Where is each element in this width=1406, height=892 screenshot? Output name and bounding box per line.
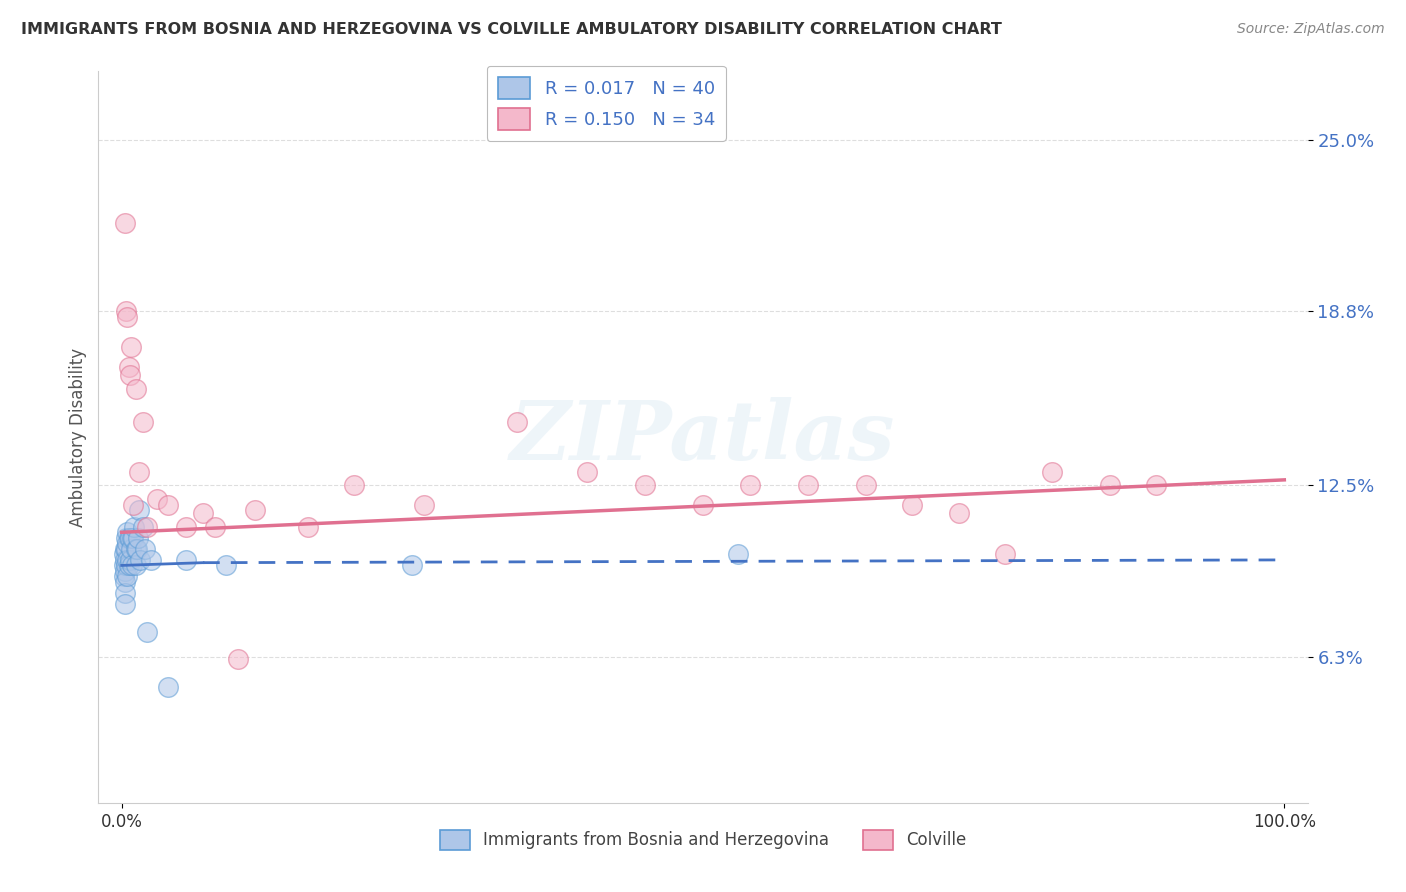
Point xyxy=(139,553,162,567)
Point xyxy=(1040,465,1063,479)
Point xyxy=(692,498,714,512)
Point xyxy=(115,558,138,573)
Point xyxy=(124,520,146,534)
Point xyxy=(114,553,136,567)
Point xyxy=(120,541,142,556)
Point xyxy=(115,541,138,556)
Point xyxy=(204,520,226,534)
Point xyxy=(114,574,136,589)
Point xyxy=(122,498,145,512)
Point xyxy=(124,382,146,396)
Point xyxy=(121,531,143,545)
Point xyxy=(129,553,152,567)
Point xyxy=(118,531,141,545)
Point xyxy=(134,541,156,556)
Point xyxy=(124,541,146,556)
Point xyxy=(575,465,598,479)
Text: ZIPatlas: ZIPatlas xyxy=(510,397,896,477)
Point xyxy=(727,548,749,562)
Point xyxy=(118,359,141,374)
Point xyxy=(128,465,150,479)
Point xyxy=(226,652,249,666)
Point xyxy=(343,478,366,492)
Point xyxy=(127,531,149,545)
Point xyxy=(118,558,141,573)
Point xyxy=(245,503,267,517)
Point xyxy=(118,368,141,382)
Point xyxy=(114,586,136,600)
Point xyxy=(117,569,139,583)
Point xyxy=(215,558,238,573)
Text: IMMIGRANTS FROM BOSNIA AND HERZEGOVINA VS COLVILLE AMBULATORY DISABILITY CORRELA: IMMIGRANTS FROM BOSNIA AND HERZEGOVINA V… xyxy=(21,22,1002,37)
Point xyxy=(114,216,136,230)
Point xyxy=(131,415,153,429)
Point xyxy=(401,558,423,573)
Point xyxy=(122,531,145,545)
Point xyxy=(157,680,180,694)
Point xyxy=(125,541,148,556)
Point xyxy=(948,506,970,520)
Point xyxy=(117,525,139,540)
Point xyxy=(115,531,138,545)
Point xyxy=(901,498,924,512)
Point xyxy=(738,478,761,492)
Point xyxy=(117,310,139,324)
Point xyxy=(1144,478,1167,492)
Point xyxy=(191,506,214,520)
Text: Source: ZipAtlas.com: Source: ZipAtlas.com xyxy=(1237,22,1385,37)
Point xyxy=(115,304,138,318)
Point xyxy=(117,536,139,550)
Point xyxy=(994,548,1017,562)
Point xyxy=(120,340,142,354)
Point xyxy=(128,503,150,517)
Point xyxy=(117,553,139,567)
Legend: Immigrants from Bosnia and Herzegovina, Colville: Immigrants from Bosnia and Herzegovina, … xyxy=(433,823,973,856)
Point xyxy=(796,478,818,492)
Point xyxy=(114,541,136,556)
Point xyxy=(112,548,135,562)
Point xyxy=(118,553,141,567)
Point xyxy=(118,531,141,545)
Point xyxy=(114,564,136,578)
Point xyxy=(136,624,159,639)
Point xyxy=(114,597,136,611)
Point xyxy=(174,520,197,534)
Y-axis label: Ambulatory Disability: Ambulatory Disability xyxy=(69,348,87,526)
Point xyxy=(506,415,529,429)
Point xyxy=(1098,478,1121,492)
Point xyxy=(157,498,180,512)
Point xyxy=(855,478,877,492)
Point xyxy=(145,492,167,507)
Point xyxy=(174,553,197,567)
Point xyxy=(112,558,135,573)
Point xyxy=(413,498,436,512)
Point xyxy=(131,520,153,534)
Point xyxy=(297,520,319,534)
Point xyxy=(121,558,143,573)
Point xyxy=(136,520,159,534)
Point xyxy=(112,569,135,583)
Point xyxy=(634,478,657,492)
Point xyxy=(124,558,146,573)
